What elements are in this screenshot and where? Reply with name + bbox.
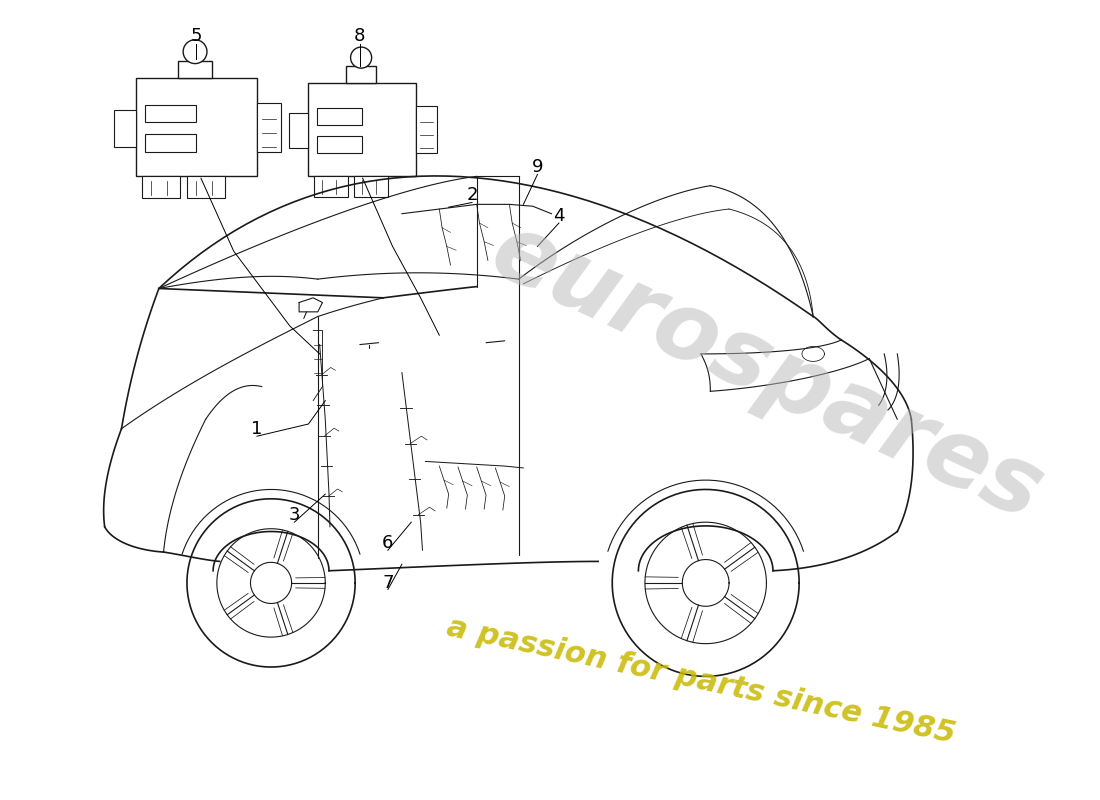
Bar: [145, 134, 196, 152]
Text: 1: 1: [252, 420, 263, 438]
Bar: [257, 102, 282, 152]
Text: 2: 2: [466, 186, 477, 204]
Bar: [353, 176, 388, 197]
Bar: [135, 78, 257, 176]
Bar: [416, 106, 438, 153]
Text: 5: 5: [190, 27, 202, 45]
Text: 8: 8: [354, 27, 365, 45]
Text: 7: 7: [382, 574, 394, 592]
Bar: [317, 108, 362, 125]
Bar: [346, 66, 376, 83]
Text: 9: 9: [531, 158, 543, 176]
Bar: [142, 176, 180, 198]
Bar: [178, 61, 212, 78]
Bar: [145, 105, 196, 122]
Text: eurospares: eurospares: [476, 205, 1057, 541]
Bar: [317, 136, 362, 153]
Bar: [308, 83, 416, 176]
Text: 4: 4: [553, 206, 564, 225]
Text: 6: 6: [382, 534, 394, 552]
Text: 3: 3: [288, 506, 300, 524]
Text: a passion for parts since 1985: a passion for parts since 1985: [444, 613, 958, 750]
Circle shape: [351, 47, 372, 68]
Circle shape: [184, 40, 207, 63]
Bar: [113, 110, 135, 147]
Bar: [314, 176, 349, 197]
Bar: [187, 176, 225, 198]
Bar: [289, 113, 308, 148]
